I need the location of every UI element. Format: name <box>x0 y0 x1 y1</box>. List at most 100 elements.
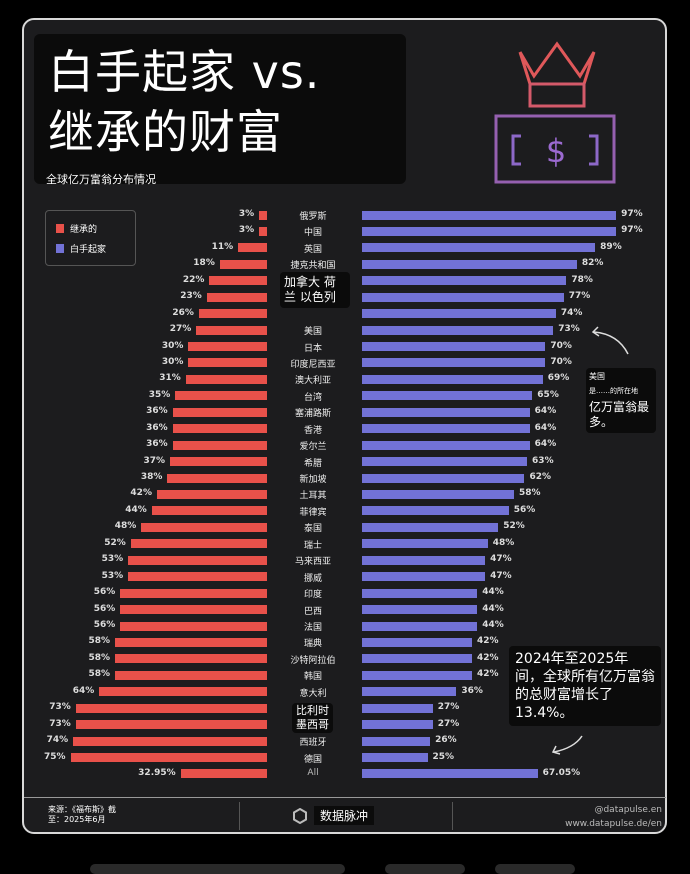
value-label-self-made: 56% <box>513 504 536 515</box>
bar-inherited <box>120 588 267 598</box>
bar-inherited <box>120 621 267 631</box>
value-label-inherited: 56% <box>93 587 116 598</box>
category-label: 捷克共和国 <box>290 261 336 272</box>
category-label: 巴西 <box>303 606 322 617</box>
bar-self-made <box>362 342 546 352</box>
money-bill-icon: $ <box>494 114 616 184</box>
svg-text:$: $ <box>546 132 566 170</box>
value-label-self-made: 44% <box>482 603 504 614</box>
value-label-self-made: 62% <box>529 472 551 483</box>
category-label: 俄罗斯 <box>299 212 327 222</box>
value-label-inherited: 3% <box>238 209 255 219</box>
value-label-inherited: 73% <box>49 718 71 729</box>
value-label-self-made: 82% <box>581 258 604 269</box>
value-label-self-made: 70% <box>550 356 572 367</box>
value-label-inherited: 38% <box>140 472 163 483</box>
social-handle[interactable]: @datapulse.en <box>594 805 662 815</box>
bar-inherited <box>99 687 267 697</box>
category-label: 泰国 <box>303 524 322 535</box>
value-label-inherited: 53% <box>101 570 124 581</box>
bar-self-made <box>362 522 499 532</box>
bar-self-made <box>362 555 486 565</box>
category-label: All <box>307 767 319 778</box>
category-label: 塞浦路斯 <box>294 409 331 420</box>
bar-self-made <box>362 769 538 779</box>
bar-inherited <box>167 473 267 483</box>
value-label-self-made: 27% <box>437 702 460 713</box>
bar-self-made <box>362 243 596 253</box>
bar-self-made <box>362 572 486 582</box>
bar-self-made <box>362 407 530 417</box>
value-label-inherited: 58% <box>88 636 111 647</box>
label-belgium: 比利时 <box>296 704 329 717</box>
bar-inherited <box>180 769 267 779</box>
bar-self-made <box>362 605 478 615</box>
category-label: 瑞士 <box>303 540 322 551</box>
brand: 数据脉冲 <box>292 806 375 825</box>
bottom-bar-element <box>495 864 575 874</box>
bar-inherited <box>172 424 267 434</box>
bar-self-made <box>362 391 533 401</box>
value-label-self-made: 74% <box>560 307 583 318</box>
value-label-inherited: 53% <box>101 554 124 565</box>
value-label-self-made: 47% <box>490 554 512 565</box>
footer-separator <box>239 802 240 830</box>
bar-self-made <box>362 736 431 746</box>
bar-inherited <box>170 457 267 467</box>
value-label-inherited: 18% <box>193 258 215 269</box>
value-label-inherited: 64% <box>72 685 95 696</box>
value-label-self-made: 64% <box>534 422 557 433</box>
bar-inherited <box>198 309 267 319</box>
bar-inherited <box>185 374 267 384</box>
bar-inherited <box>70 753 267 763</box>
bar-self-made <box>362 226 617 236</box>
category-label: 中国 <box>303 228 322 239</box>
category-label: 印度 <box>303 590 322 601</box>
arrow-icon <box>551 735 583 755</box>
bar-self-made <box>362 259 577 269</box>
usa-annotation-line3: 亿万富翁最多。 <box>589 400 650 429</box>
value-label-self-made: 48% <box>492 537 515 548</box>
source-line-1: 来源：《福布斯》截 <box>48 805 116 814</box>
source-line-2: 至：2025年6月 <box>48 815 106 824</box>
bar-inherited <box>141 522 267 532</box>
category-label: 菲律宾 <box>299 507 327 518</box>
usa-annotation: 美国 是……的所在地 亿万富翁最多。 <box>586 368 656 433</box>
website-link[interactable]: www.datapulse.de/en <box>565 819 662 829</box>
bar-inherited <box>238 243 267 253</box>
bar-self-made <box>362 753 428 763</box>
category-label: 瑞典 <box>303 639 322 650</box>
value-label-self-made: 58% <box>518 488 541 499</box>
subtitle: 全球亿万富翁分布情况 <box>46 173 156 186</box>
value-label-self-made: 42% <box>477 636 499 647</box>
legend-label-self-made: 白手起家 <box>70 245 107 255</box>
bottom-bar-element <box>385 864 465 874</box>
page-title: 白手起家 vs. 继承的财富 <box>48 42 320 162</box>
bar-inherited <box>196 325 267 335</box>
bar-inherited <box>128 555 267 565</box>
value-label-inherited: 36% <box>146 406 168 417</box>
value-label-inherited: 36% <box>146 422 168 433</box>
category-label: 土耳其 <box>299 491 327 502</box>
value-label-self-made: 44% <box>482 620 504 630</box>
category-label: 希腊 <box>303 458 322 469</box>
overlay-label-canada-netherlands-israel: 加拿大 荷兰 以色列 <box>280 272 350 308</box>
value-label-self-made: 52% <box>503 521 525 532</box>
category-label: 意大利 <box>299 688 327 699</box>
value-label-self-made: 63% <box>532 455 554 466</box>
value-label-self-made: 73% <box>558 324 580 335</box>
bar-self-made <box>362 292 564 302</box>
bar-self-made <box>362 440 530 450</box>
value-label-self-made: 25% <box>432 751 455 762</box>
category-label: 新加坡 <box>299 475 327 486</box>
category-label: 沙特阿拉伯 <box>290 655 336 666</box>
bar-inherited <box>115 654 267 664</box>
bar-self-made <box>362 539 488 549</box>
bar-inherited <box>206 292 267 302</box>
value-label-inherited: 52% <box>104 537 126 548</box>
bar-self-made <box>362 210 617 220</box>
value-label-self-made: 77% <box>568 291 591 302</box>
value-label-self-made: 64% <box>534 439 557 450</box>
value-label-self-made: 67.05% <box>542 767 581 778</box>
value-label-inherited: 36% <box>146 439 168 450</box>
